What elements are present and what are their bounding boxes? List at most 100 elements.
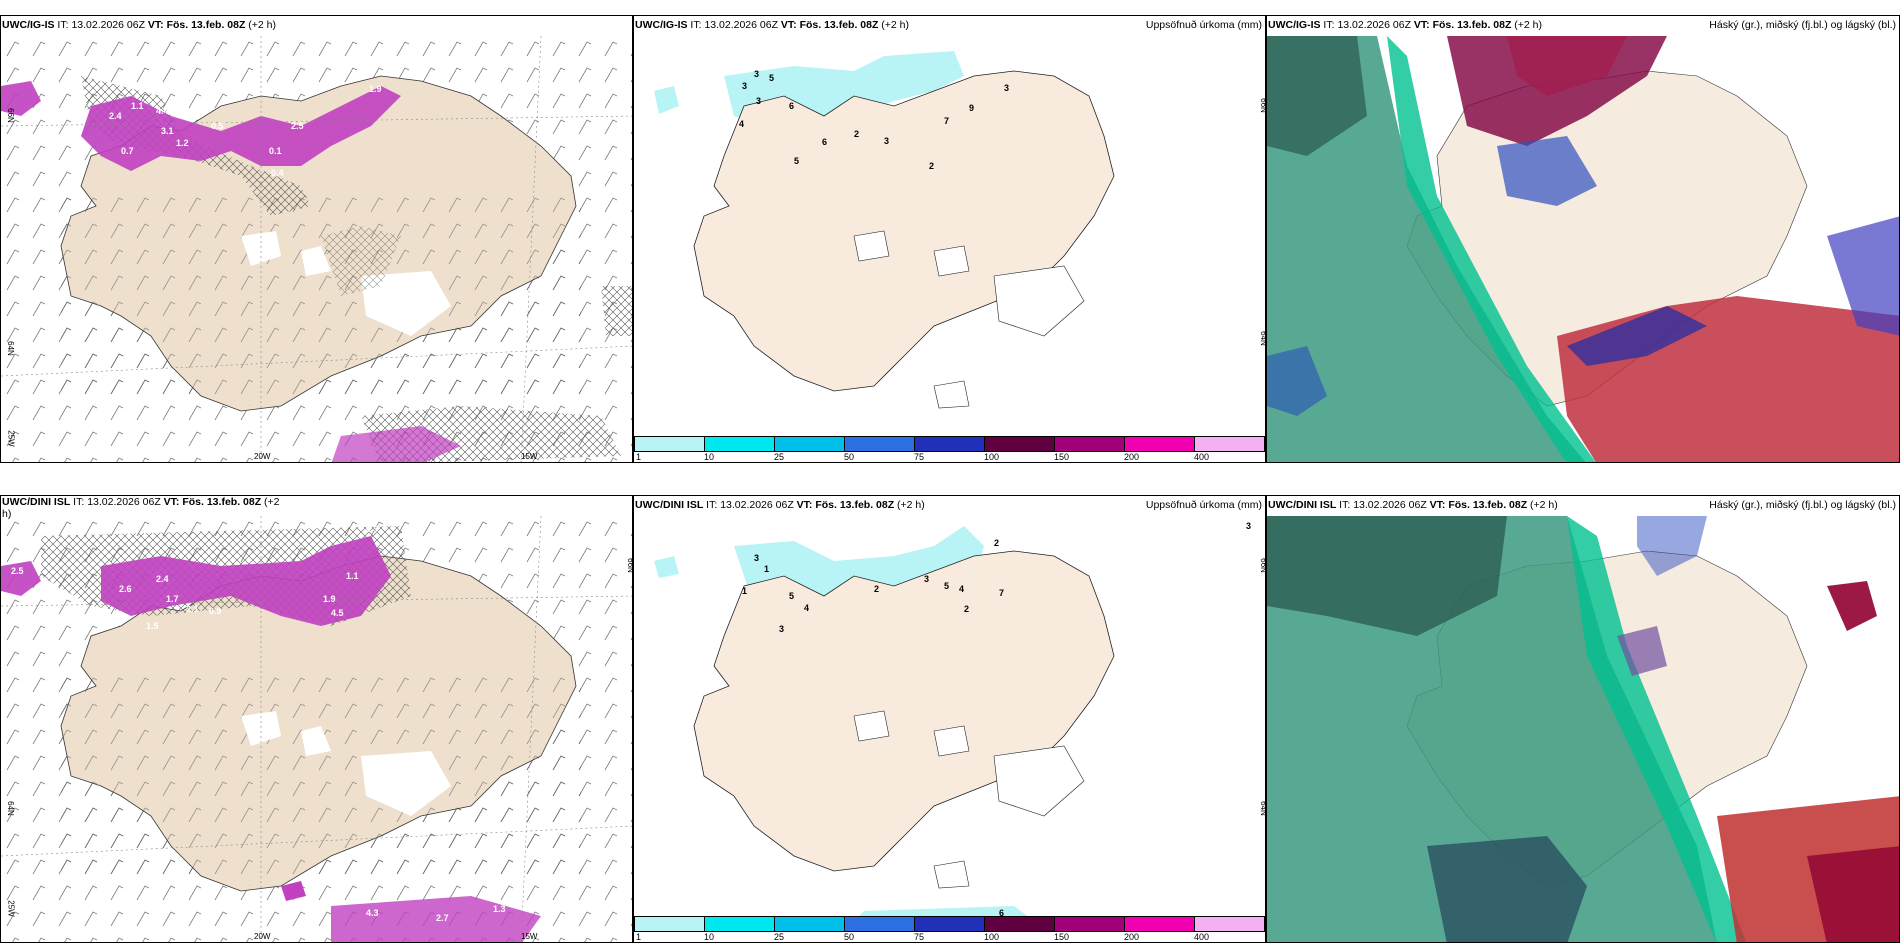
legend-label: 1 [636, 932, 642, 942]
precip-value: 5 [794, 156, 800, 166]
snow-label: 2.4 [109, 111, 122, 121]
panel-header: UWC/DINI ISL IT: 13.02.2026 06Z VT: Fös.… [1268, 499, 1558, 511]
legend-label: 75 [914, 452, 925, 462]
panel-header: UWC/IG-IS IT: 13.02.2026 06Z VT: Fös. 13… [635, 19, 910, 31]
legend-label: 400 [1194, 452, 1210, 462]
legend-swatch [914, 916, 985, 932]
legend-swatch [1124, 436, 1195, 452]
snow-label: 4.5 [331, 608, 344, 618]
precip-legend: 1 10 25 50 75 100 150 200 400 [634, 916, 1265, 942]
snow-label: 2.5 [11, 566, 24, 576]
precip-value: 3 [756, 96, 762, 106]
legend-swatch [704, 436, 775, 452]
snow-label: 1.1 [131, 101, 144, 111]
precip-value: 9 [969, 103, 975, 113]
map-title: Háský (gr.), miðský (fj.bl.) og lágský (… [1709, 19, 1896, 31]
precip-value: 2 [929, 161, 935, 171]
lat-label-64: 64N [1258, 801, 1266, 816]
lat-label-66: 66N [1258, 98, 1266, 113]
snow-label: 1.7 [166, 594, 179, 604]
panel-header: UWC/DINI ISL IT: 13.02.2026 06Z VT: Fös.… [2, 496, 280, 520]
legend-swatch [1194, 436, 1265, 452]
precip-value: 3 [742, 81, 748, 91]
precip-map [634, 36, 1265, 441]
legend-swatch [1194, 916, 1265, 932]
snow-label: 0.7 [121, 146, 134, 156]
precip-value: 3 [779, 624, 785, 634]
snow-label: 1.9 [369, 84, 382, 94]
lon-label-15: 15W [521, 452, 538, 461]
snow-label: 0.9 [366, 524, 379, 534]
precip-value: 2 [964, 604, 970, 614]
panel-header: UWC/IG-IS IT: 13.02.2026 06Z VT: Fös. 13… [2, 19, 277, 31]
lon-label-20: 20W [254, 932, 271, 941]
legend-label: 200 [1124, 452, 1140, 462]
panel-header: UWC/IG-IS IT: 13.02.2026 06Z VT: Fös. 13… [1268, 19, 1543, 31]
precip-map [634, 516, 1265, 921]
legend-swatch [914, 436, 985, 452]
precip-value: 7 [999, 588, 1005, 598]
precip-value: 2 [994, 538, 1000, 548]
legend-swatch [1054, 916, 1125, 932]
map-title: Uppsöfnuð úrkoma (mm) [1145, 19, 1262, 31]
snow-label: 0.9 [209, 606, 222, 616]
legend-label: 50 [844, 452, 855, 462]
precip-value: 5 [789, 591, 795, 601]
precip-value: 3 [754, 553, 760, 563]
precip-value: 3 [924, 574, 930, 584]
precip-value: 4 [739, 119, 745, 129]
legend-label: 10 [704, 932, 715, 942]
legend-swatch [984, 436, 1055, 452]
legend-label: 100 [984, 932, 1000, 942]
legend-label: 100 [984, 452, 1000, 462]
snow-label: 2.5 [291, 121, 304, 131]
snow-label: 2.6 [119, 584, 132, 594]
precip-value: 2 [854, 129, 860, 139]
legend-swatch [634, 916, 705, 932]
snow-label: 0.4 [206, 68, 219, 78]
panel-bottom-mid-precip: UWC/DINI ISL IT: 13.02.2026 06Z VT: Fös.… [633, 495, 1266, 943]
wind-map [1, 516, 632, 942]
snow-label: 1.1 [346, 571, 359, 581]
legend-label: 150 [1054, 452, 1070, 462]
legend-label: 25 [774, 932, 785, 942]
precip-value: 3 [1246, 521, 1252, 531]
legend-label: 25 [774, 452, 785, 462]
lon-label-25: 25W [6, 900, 16, 917]
precip-value: 6 [789, 101, 795, 111]
panel-top-right-clouds: UWC/IG-IS IT: 13.02.2026 06Z VT: Fös. 13… [1266, 15, 1900, 463]
lon-label-25: 25W [6, 430, 16, 447]
precip-value: 1 [742, 586, 748, 596]
lat-label-66: 66N [625, 558, 633, 573]
precip-value: 3 [754, 69, 760, 79]
snow-label: 1.5 [146, 621, 159, 631]
panel-top-mid-precip: UWC/IG-IS IT: 13.02.2026 06Z VT: Fös. 13… [633, 15, 1266, 463]
snow-label: 0.4 [271, 168, 284, 178]
precip-legend: 1 10 25 50 75 100 150 200 400 [634, 436, 1265, 462]
legend-swatch [844, 916, 915, 932]
panel-bottom-left-wind-snow: UWC/DINI ISL IT: 13.02.2026 06Z VT: Fös.… [0, 495, 633, 943]
lat-label-64: 64N [1258, 331, 1266, 346]
precip-value: 7 [944, 116, 950, 126]
panel-bottom-right-clouds: UWC/DINI ISL IT: 13.02.2026 06Z VT: Fös.… [1266, 495, 1900, 943]
lat-label-66: 66N [5, 108, 15, 123]
cloud-map [1267, 36, 1899, 462]
legend-swatch [704, 916, 775, 932]
snow-label: 2.7 [436, 913, 449, 923]
cloud-map [1267, 516, 1899, 942]
legend-swatch [844, 436, 915, 452]
precip-value: 6 [822, 137, 828, 147]
map-title: Uppsöfnuð úrkoma (mm) [1145, 499, 1262, 511]
precip-value: 5 [769, 73, 775, 83]
snow-label: 1.2 [176, 138, 189, 148]
legend-label: 10 [704, 452, 715, 462]
legend-swatch [1124, 916, 1195, 932]
legend-label: 75 [914, 932, 925, 942]
precip-value: 2 [874, 584, 880, 594]
model-name: UWC/IG-IS [2, 19, 55, 31]
lat-label-64: 64N [5, 341, 15, 356]
precip-value: 6 [999, 908, 1005, 918]
panel-header: UWC/DINI ISL IT: 13.02.2026 06Z VT: Fös.… [635, 499, 925, 511]
precip-value: 1 [764, 564, 770, 574]
precip-value: 5 [944, 581, 950, 591]
